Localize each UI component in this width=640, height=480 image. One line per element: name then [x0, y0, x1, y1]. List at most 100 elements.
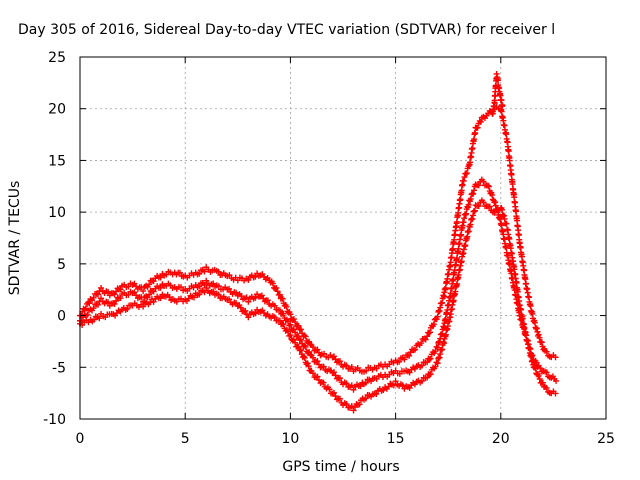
data-point [271, 314, 278, 321]
data-point [245, 314, 252, 321]
data-point [538, 339, 545, 346]
data-point [535, 331, 542, 338]
data-point [295, 343, 302, 350]
data-point [330, 389, 337, 396]
data-point [332, 393, 339, 400]
data-point [157, 295, 164, 302]
data-point [461, 174, 468, 181]
x-axis-ticks: 0 5 10 15 20 25 [76, 57, 615, 447]
y-axis-label: SDTVAR / TECUs [7, 181, 23, 296]
data-point [309, 344, 316, 351]
data-point [258, 292, 265, 299]
data-point [336, 358, 343, 365]
data-point [432, 348, 439, 355]
data-point [264, 297, 271, 304]
data-point [146, 281, 153, 288]
data-point [301, 342, 308, 349]
data-point [433, 343, 440, 350]
data-point [412, 346, 419, 353]
x-tick-label: 5 [181, 431, 190, 447]
data-point [427, 329, 434, 336]
data-point [352, 404, 359, 411]
data-point [124, 305, 131, 312]
data-point [290, 316, 297, 323]
data-point [196, 270, 203, 277]
data-point [105, 288, 112, 295]
data-point [535, 372, 542, 379]
chart-title: Day 305 of 2016, Sidereal Day-to-day VTE… [18, 22, 555, 38]
data-point [390, 382, 397, 389]
data-point [215, 268, 222, 275]
data-point [140, 288, 147, 295]
data-points [77, 70, 560, 414]
data-point [226, 285, 233, 292]
data-point [292, 339, 299, 346]
data-point [210, 280, 217, 287]
data-point [373, 390, 380, 397]
data-point [215, 291, 222, 298]
series-band-lower [77, 197, 559, 414]
data-point [430, 321, 437, 328]
data-point [190, 294, 197, 301]
data-point [201, 281, 208, 288]
data-point [432, 363, 439, 370]
data-point [292, 319, 299, 326]
data-point [95, 291, 102, 298]
data-point [536, 334, 543, 341]
data-point [279, 295, 286, 302]
data-point [285, 318, 292, 325]
data-point [427, 355, 434, 362]
data-point [91, 316, 98, 323]
data-point [297, 326, 304, 333]
data-point [320, 379, 327, 386]
x-tick-label: 25 [597, 431, 615, 447]
data-point [470, 190, 477, 197]
data-point [98, 295, 105, 302]
data-point [86, 300, 93, 307]
data-point [287, 332, 294, 339]
data-point [292, 329, 299, 336]
data-point [326, 386, 333, 393]
data-point [475, 203, 482, 210]
data-point [113, 288, 120, 295]
data-point [472, 130, 479, 137]
data-point [503, 220, 510, 227]
data-point [357, 383, 364, 390]
data-point [474, 124, 481, 131]
data-point [350, 407, 357, 414]
data-point [543, 384, 550, 391]
y-tick-label: 15 [48, 153, 66, 169]
data-point [309, 370, 316, 377]
data-point [485, 182, 492, 189]
data-point [433, 359, 440, 366]
y-tick-label: 10 [48, 205, 66, 221]
data-point [238, 293, 245, 300]
data-point [475, 182, 482, 189]
data-point [290, 326, 297, 333]
data-point [489, 191, 496, 198]
data-point [480, 199, 487, 206]
data-point [276, 317, 283, 324]
series-band-upper [77, 103, 559, 375]
data-point [98, 284, 105, 291]
data-point [418, 362, 425, 369]
data-point [427, 371, 434, 378]
data-point [321, 350, 328, 357]
data-point [302, 343, 309, 350]
data-point [418, 378, 425, 385]
data-point [243, 294, 250, 301]
data-point [295, 333, 302, 340]
data-point [385, 383, 392, 390]
data-point [552, 390, 559, 397]
data-point [271, 302, 278, 309]
data-point [131, 289, 138, 296]
data-point [336, 375, 343, 382]
data-point [117, 295, 124, 302]
series-spike [489, 70, 506, 117]
data-point [320, 363, 327, 370]
y-tick-label: 0 [57, 309, 66, 325]
y-tick-label: 25 [48, 50, 66, 66]
data-point [485, 183, 492, 190]
data-point [245, 298, 252, 305]
data-point [269, 280, 276, 287]
